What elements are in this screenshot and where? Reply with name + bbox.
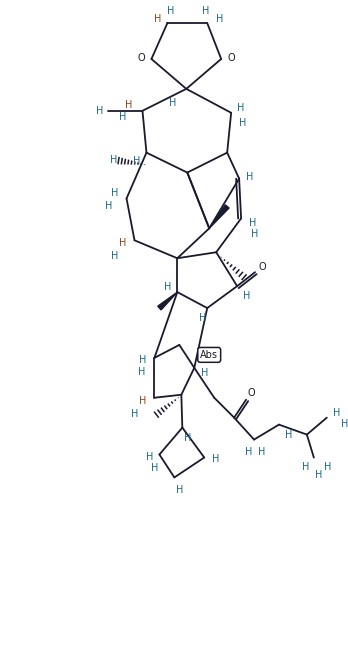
Text: H: H — [167, 6, 174, 16]
Text: H: H — [138, 367, 145, 377]
Polygon shape — [158, 292, 177, 310]
Polygon shape — [209, 205, 229, 228]
Text: H: H — [151, 463, 158, 474]
Text: H: H — [250, 218, 257, 229]
Text: O: O — [258, 262, 266, 272]
Text: H: H — [164, 282, 171, 292]
Text: H: H — [131, 409, 138, 419]
Text: H: H — [239, 118, 247, 128]
Text: H: H — [125, 99, 132, 110]
Text: H: H — [215, 14, 223, 24]
Text: H: H — [237, 103, 245, 113]
Text: H: H — [302, 463, 310, 472]
Text: H: H — [251, 229, 259, 239]
Text: H: H — [146, 452, 153, 461]
Text: H: H — [111, 251, 118, 261]
Text: H: H — [184, 433, 191, 443]
Text: H: H — [315, 470, 323, 481]
Text: H: H — [111, 189, 118, 198]
Text: H: H — [258, 446, 266, 457]
Text: H: H — [176, 485, 183, 495]
Text: H: H — [246, 172, 254, 182]
Text: H: H — [212, 455, 219, 464]
Text: H: H — [324, 463, 332, 472]
Text: H: H — [245, 446, 253, 457]
Text: O: O — [138, 53, 145, 63]
Text: H: H — [201, 6, 209, 16]
Text: H: H — [110, 154, 117, 165]
Text: H: H — [341, 419, 348, 429]
Text: H: H — [169, 98, 176, 108]
Text: H: H — [139, 396, 146, 406]
Text: H: H — [154, 14, 161, 24]
Text: H: H — [105, 202, 112, 211]
Text: O: O — [227, 53, 235, 63]
Text: H: H — [199, 313, 206, 323]
Text: Abs: Abs — [200, 350, 218, 360]
Text: O: O — [247, 388, 255, 398]
Text: H: H — [119, 112, 126, 121]
Text: H: H — [96, 106, 103, 116]
Text: H: H — [333, 408, 340, 418]
Text: H: H — [285, 430, 293, 439]
Text: H: H — [133, 156, 140, 165]
Text: H: H — [139, 355, 146, 365]
Text: H: H — [119, 238, 126, 248]
Text: H: H — [243, 291, 251, 301]
Text: H: H — [200, 368, 208, 378]
